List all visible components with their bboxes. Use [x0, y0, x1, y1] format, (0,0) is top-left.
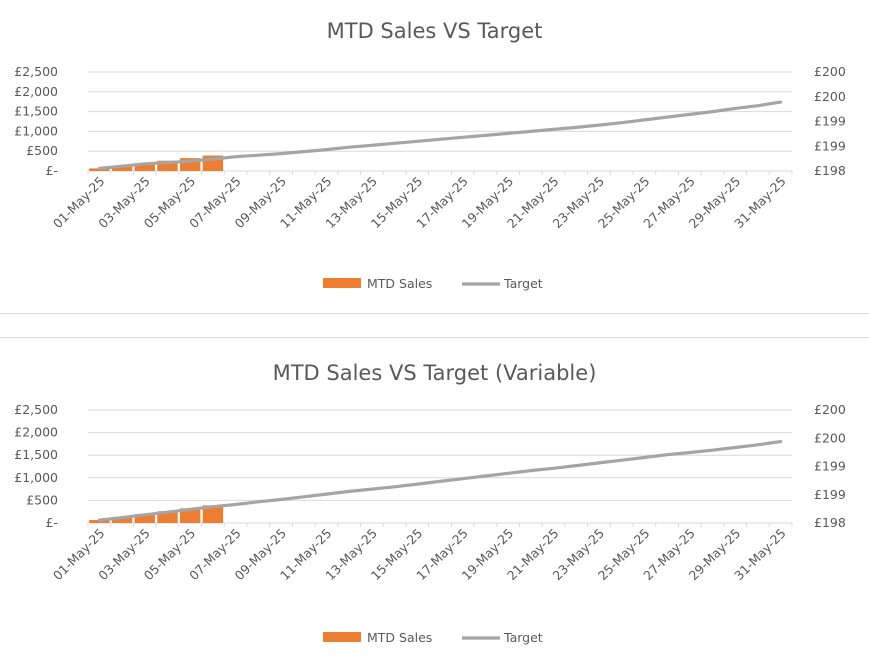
legend: MTD Sales Target	[323, 276, 543, 291]
y-tick-label-right: £199	[814, 459, 846, 474]
legend-swatch-mtd-sales	[323, 278, 361, 288]
y-tick-label-right: £198	[814, 515, 846, 530]
legend-swatch-mtd-sales	[323, 632, 361, 642]
y-tick-label-right: £200	[814, 402, 846, 417]
y-tick-label-left: £2,500	[14, 402, 58, 417]
mtd-sales-bar	[111, 517, 133, 523]
legend: MTD Sales Target	[323, 630, 543, 645]
mtd-sales-bar	[179, 508, 201, 523]
y-tick-label-right: £199	[814, 487, 846, 502]
chart-panel-mtd-sales-vs-target-variable: MTD Sales VS Target (Variable) £- £500 £1,0…	[0, 338, 869, 662]
y-tick-label-left: £1,000	[14, 470, 58, 485]
y-tick-label-left: £500	[26, 492, 58, 507]
mtd-sales-bar	[134, 514, 155, 523]
y-tick-label-right: £200	[814, 64, 846, 79]
mtd-sales-bar	[157, 160, 178, 171]
y-tick-label-right: £200	[814, 430, 846, 445]
chart-title: MTD Sales VS Target (Variable)	[273, 361, 597, 385]
chart-mtd-sales-vs-target: MTD Sales VS Target £- £500 £1,000 £1,500 £2,…	[14, 19, 846, 291]
legend-label-mtd-sales: MTD Sales	[367, 630, 432, 645]
y-tick-label-left: £1,500	[14, 447, 58, 462]
target-line	[97, 100, 783, 170]
chart-mtd-sales-vs-target-variable: MTD Sales VS Target (Variable) £- £500 £1,0…	[14, 361, 846, 645]
legend-label-target: Target	[503, 276, 543, 291]
y-tick-label-right: £199	[814, 114, 846, 129]
mtd-sales-bar	[157, 511, 178, 523]
chart-divider	[0, 337, 869, 338]
legend-label-mtd-sales: MTD Sales	[367, 276, 432, 291]
mtd-sales-bar	[111, 165, 133, 171]
y-tick-label-left: £1,500	[14, 104, 58, 119]
y-tick-label-left: £500	[26, 143, 58, 158]
legend-label-target: Target	[503, 630, 543, 645]
y-tick-label-left: £1,000	[14, 123, 58, 138]
y-tick-label-right: £198	[814, 163, 846, 178]
chart-panel-mtd-sales-vs-target: MTD Sales VS Target £- £500 £1,000 £1,500 £2,…	[0, 0, 869, 312]
mtd-sales-bar	[134, 163, 155, 171]
y-tick-label-left: £2,000	[14, 425, 58, 440]
y-tick-label-right: £199	[814, 138, 846, 153]
y-tick-label-left: £-	[46, 163, 58, 178]
y-tick-label-left: £2,500	[14, 64, 58, 79]
chart-title: MTD Sales VS Target	[327, 19, 543, 43]
y-tick-label-right: £200	[814, 89, 846, 104]
y-tick-label-left: £-	[46, 515, 58, 530]
mtd-sales-bar	[202, 505, 224, 523]
y-tick-label-left: £2,000	[14, 84, 58, 99]
target-line	[97, 439, 783, 522]
chart-divider	[0, 313, 869, 314]
